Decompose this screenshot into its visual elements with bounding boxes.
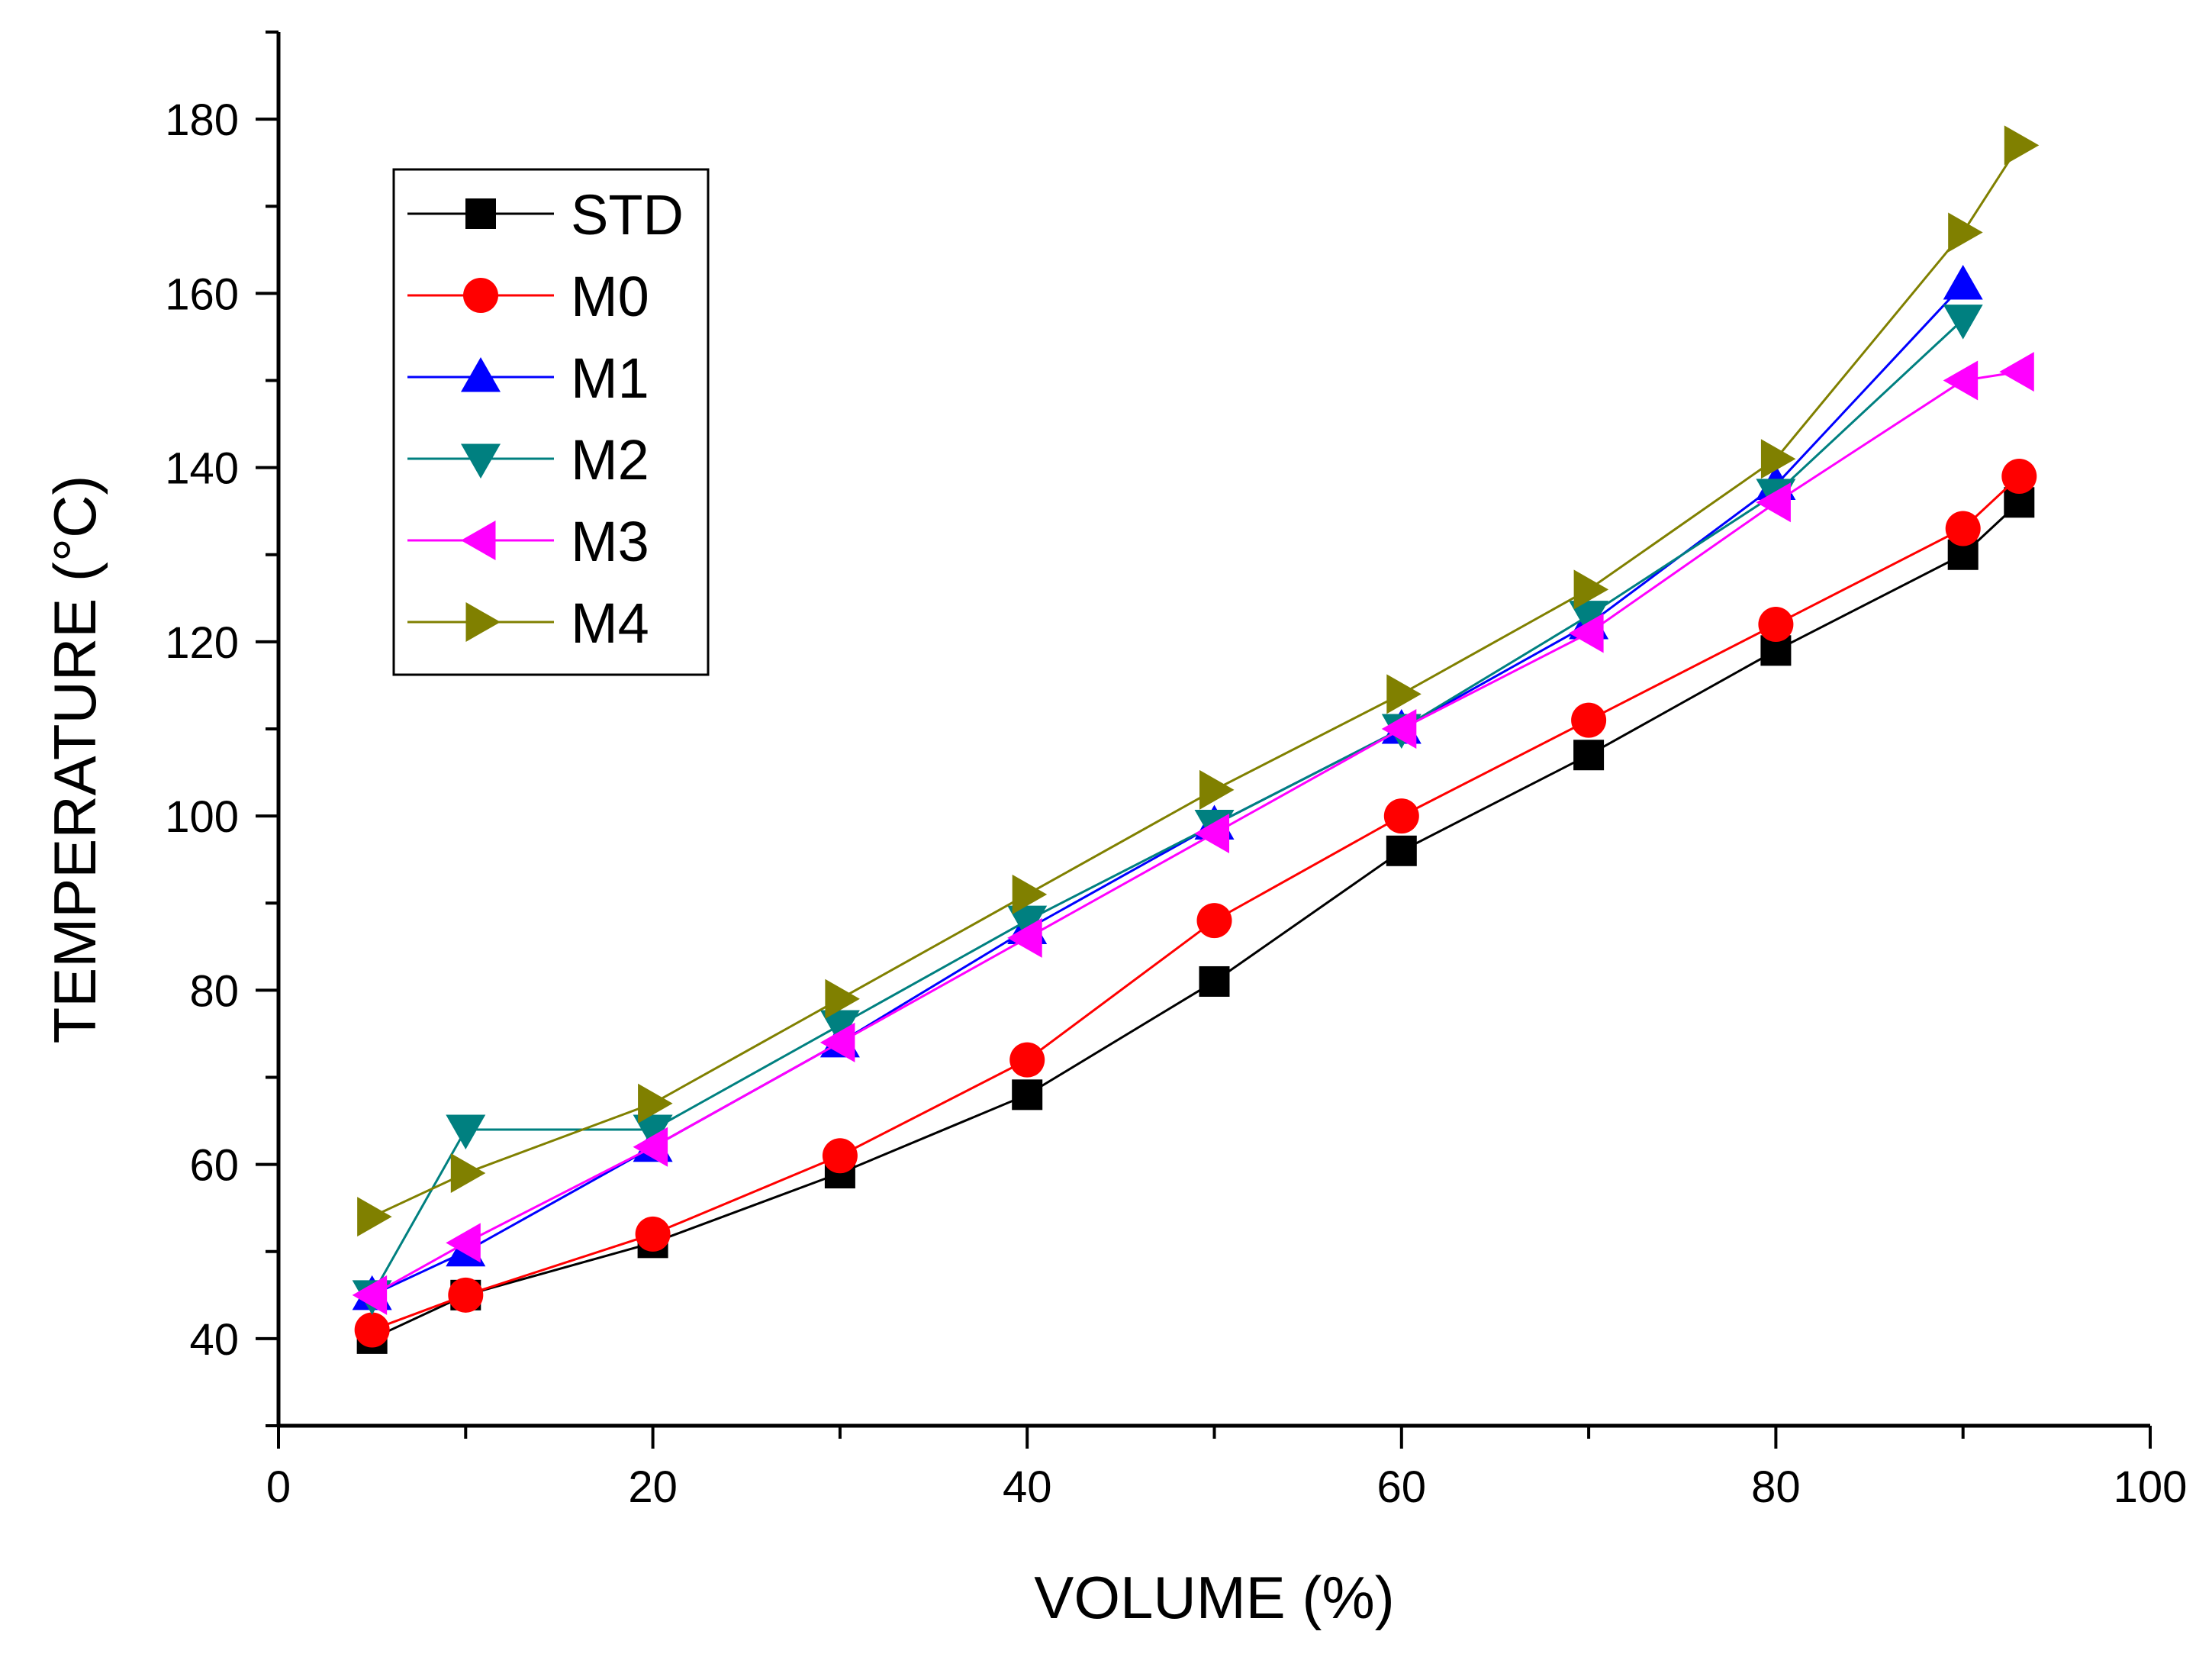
x-tick-label: 0 xyxy=(266,1462,291,1512)
y-tick-label: 160 xyxy=(165,269,239,319)
triangle-left-marker xyxy=(1943,360,1979,401)
triangle-right-marker xyxy=(2004,125,2040,166)
x-axis-title: VOLUME (%) xyxy=(1034,1564,1394,1631)
triangle-left-marker xyxy=(1381,709,1417,749)
triangle-down-marker xyxy=(633,1114,673,1149)
legend: STD M0 M1 M2 M3 M4 xyxy=(392,168,710,676)
triangle-right-marker xyxy=(465,602,501,642)
triangle-down-marker xyxy=(1007,905,1048,941)
x-tick-label: 20 xyxy=(628,1462,678,1512)
x-tick-label: 80 xyxy=(1751,1462,1801,1512)
triangle-right-marker xyxy=(1386,674,1422,714)
triangle-left-marker xyxy=(1569,613,1604,653)
legend-box xyxy=(392,168,710,676)
axes: 0 20 40 60 80 100 40 60 80 100 120 140 160 180 xyxy=(165,31,2188,1512)
legend-label: STD xyxy=(571,183,684,247)
y-tick-label: 60 xyxy=(189,1141,239,1191)
triangle-right-marker xyxy=(1012,874,1048,914)
x-tick-label: 100 xyxy=(2114,1462,2188,1512)
circle-marker xyxy=(1758,607,1794,643)
y-tick-label: 140 xyxy=(165,444,239,494)
y-tick-label: 180 xyxy=(165,95,239,145)
legend-label: M4 xyxy=(571,592,649,655)
legend-item-m2: M2 xyxy=(407,428,649,492)
circle-marker xyxy=(1009,1042,1045,1078)
circle-marker xyxy=(354,1312,390,1348)
triangle-down-marker xyxy=(461,443,501,479)
triangle-right-marker xyxy=(1760,439,1796,479)
circle-marker xyxy=(1945,511,1981,546)
triangle-down-marker xyxy=(819,1010,860,1046)
circle-marker xyxy=(448,1277,484,1313)
triangle-right-marker xyxy=(825,978,860,1019)
legend-item-m4: M4 xyxy=(407,592,649,655)
circle-marker xyxy=(463,278,498,313)
x-tick-label: 60 xyxy=(1377,1462,1427,1512)
circle-marker xyxy=(822,1138,858,1174)
legend-label: M2 xyxy=(571,428,649,492)
triangle-right-marker xyxy=(1199,769,1235,810)
circle-marker xyxy=(1383,798,1419,834)
series-layer xyxy=(352,125,2040,1354)
triangle-down-marker xyxy=(1569,601,1609,636)
triangle-right-marker xyxy=(357,1197,392,1237)
triangle-right-marker xyxy=(638,1083,673,1123)
square-marker xyxy=(1386,835,1417,866)
series-m4 xyxy=(357,125,2040,1237)
legend-item-std: STD xyxy=(407,183,684,247)
x-tick-label: 40 xyxy=(1003,1462,1052,1512)
triangle-left-marker xyxy=(819,1022,855,1062)
triangle-right-marker xyxy=(1948,212,1983,253)
legend-label: M0 xyxy=(571,265,649,328)
y-tick-label: 40 xyxy=(189,1315,239,1365)
triangle-left-marker xyxy=(1194,813,1229,853)
series-m0 xyxy=(354,459,2037,1348)
triangle-left-marker xyxy=(446,1223,481,1263)
legend-item-m1: M1 xyxy=(407,347,649,410)
triangle-left-marker xyxy=(1007,917,1042,958)
series-line-m2 xyxy=(371,318,1964,1296)
triangle-down-marker xyxy=(1943,305,1983,340)
triangle-up-marker xyxy=(461,357,501,392)
circle-marker xyxy=(1196,903,1232,939)
circle-marker xyxy=(1571,702,1607,738)
triangle-left-marker xyxy=(1756,482,1791,523)
triangle-up-marker xyxy=(1943,264,1983,300)
y-axis-title: TEMPERATURE (°C) xyxy=(41,476,108,1044)
y-tick-label: 80 xyxy=(189,966,239,1016)
y-tick-label: 100 xyxy=(165,792,239,842)
triangle-right-marker xyxy=(1573,569,1609,610)
square-marker xyxy=(1199,966,1230,997)
series-m3 xyxy=(352,352,2034,1315)
circle-marker xyxy=(635,1216,671,1252)
square-marker xyxy=(465,198,496,229)
triangle-left-marker xyxy=(1999,352,2034,392)
y-tick-label: 120 xyxy=(165,618,239,668)
triangle-left-marker xyxy=(633,1127,668,1167)
triangle-down-marker xyxy=(446,1114,486,1149)
square-marker xyxy=(1012,1079,1043,1111)
triangle-right-marker xyxy=(450,1153,486,1194)
triangle-left-marker xyxy=(461,521,496,560)
legend-item-m0: M0 xyxy=(407,265,649,328)
triangle-left-marker xyxy=(352,1275,388,1315)
circle-marker xyxy=(2001,459,2037,495)
legend-item-m3: M3 xyxy=(407,510,649,573)
legend-label: M1 xyxy=(571,347,649,410)
square-marker xyxy=(1573,740,1605,771)
legend-label: M3 xyxy=(571,510,649,573)
